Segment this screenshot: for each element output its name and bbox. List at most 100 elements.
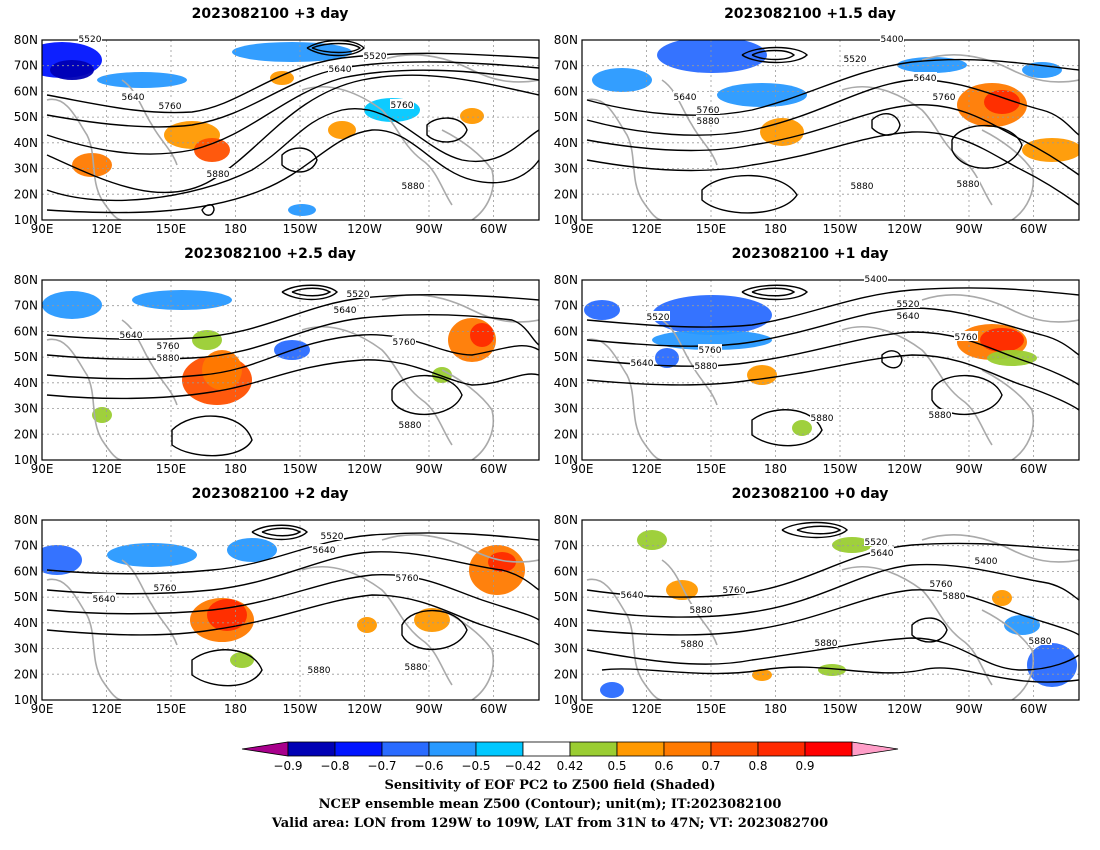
contour-label: 5520 [364,52,387,62]
contour-label: 5760 [393,338,416,348]
contour-label-bg [929,578,953,588]
map-content [42,40,539,220]
sensitivity-shading [584,300,620,320]
contour-label: 5640 [120,331,143,341]
z500-contour [951,124,1023,169]
sensitivity-shading [752,669,772,681]
coastline [586,578,663,700]
sensitivity-shading [1004,615,1040,635]
z500-contour [46,129,539,214]
colorbar-segment [428,741,477,757]
map-background [42,280,539,460]
panel-title: 2023082100 +3 day [191,6,349,22]
contour-label-bg [942,590,966,600]
contour-label-bg [673,91,697,101]
colorbar-segment [757,741,806,757]
contour-label: 5640 [313,546,336,556]
sensitivity-shading [202,350,242,390]
contour-label: 5880 [1029,637,1052,647]
colorbar-segment [381,741,430,757]
lat-tick-label: 40N [554,616,578,630]
lat-tick-label: 10N [14,213,38,227]
lon-tick-label: 120W [347,462,382,476]
lon-tick-label: 120W [347,222,382,236]
contour-label: 5880 [405,663,428,673]
lon-tick-label: 150W [823,462,858,476]
lon-tick-label: 180 [764,462,787,476]
lat-tick-label: 70N [554,539,578,553]
coastline [661,79,718,166]
contour-label-bg [694,360,718,370]
coastline [586,338,663,460]
lat-tick-label: 10N [554,453,578,467]
lon-tick-label: 60W [1020,462,1047,476]
sensitivity-shading [637,530,667,550]
contour-label: 5760 [955,333,978,343]
colorbar-tick-label: 0.8 [748,759,767,773]
lat-tick-label: 50N [554,350,578,364]
z500-contour [46,573,539,621]
lon-tick-label: 60W [480,702,507,716]
contour-label: 5760 [154,584,177,594]
lon-tick-label: 120E [631,702,662,716]
z500-contour [291,287,332,297]
contour-label: 5880 [815,639,838,649]
contour-label-bg [395,572,419,582]
lon-tick-label: 150E [156,462,187,476]
contour-label-bg [78,33,102,43]
lat-tick-label: 60N [554,564,578,578]
sensitivity-shading [470,323,494,347]
lat-tick-label: 50N [554,110,578,124]
contour-label-bg [696,104,720,114]
colorbar-tick-label: −0.8 [320,759,349,773]
lon-tick-label: 180 [224,702,247,716]
lon-tick-label: 150E [156,702,187,716]
sensitivity-shading [652,295,772,335]
caption-line-1: Sensitivity of EOF PC2 to Z500 field (Sh… [384,778,716,793]
lat-tick-label: 70N [14,59,38,73]
map-content [42,520,539,700]
contour-label-bg [156,352,180,362]
contour-label-bg [896,310,920,320]
colorbar-tick-label: 0.6 [654,759,673,773]
lat-tick-label: 20N [14,667,38,681]
sensitivity-shading [414,608,450,632]
contour-label-bg [974,555,998,565]
contour-label: 5640 [122,93,145,103]
lat-tick-label: 80N [14,273,38,287]
colorbar-tick-label: 0.7 [701,759,720,773]
contour-label-bg [698,344,722,354]
lon-tick-label: 150W [283,462,318,476]
lon-tick-label: 90E [31,222,54,236]
panel-title: 2023082100 +1.5 day [724,6,896,22]
lon-tick-label: 150W [283,702,318,716]
contour-label: 5880 [207,170,230,180]
lat-tick-label: 30N [14,402,38,416]
contour-label-bg [913,72,937,82]
caption-line-2: NCEP ensemble mean Z500 (Contour); unit(… [318,797,782,812]
colorbar-segment [804,741,853,757]
lon-tick-label: 60W [1020,222,1047,236]
contour-label: 5400 [865,275,888,285]
contour-label: 5880 [308,666,331,676]
contour-label: 5400 [881,35,904,45]
z500-contour [751,409,823,447]
lon-tick-label: 90E [31,462,54,476]
lon-tick-label: 60W [1020,702,1047,716]
lon-tick-label: 120W [347,702,382,716]
z500-contour [881,350,903,369]
colorbar-tick-label: −0.42 [505,759,542,773]
contour-label-bg [896,298,920,308]
map-panel-day1_5: 2023082100 +1.5 day [540,6,1080,246]
lat-tick-label: 50N [14,350,38,364]
z500-contour [586,307,1079,356]
contour-label: 5880 [929,411,952,421]
sensitivity-shading [42,291,102,319]
sensitivity-shading [42,545,82,575]
coastline [586,98,663,220]
sensitivity-shading [832,537,872,553]
z500-contour [586,58,1079,116]
contour-label: 5520 [844,55,867,65]
